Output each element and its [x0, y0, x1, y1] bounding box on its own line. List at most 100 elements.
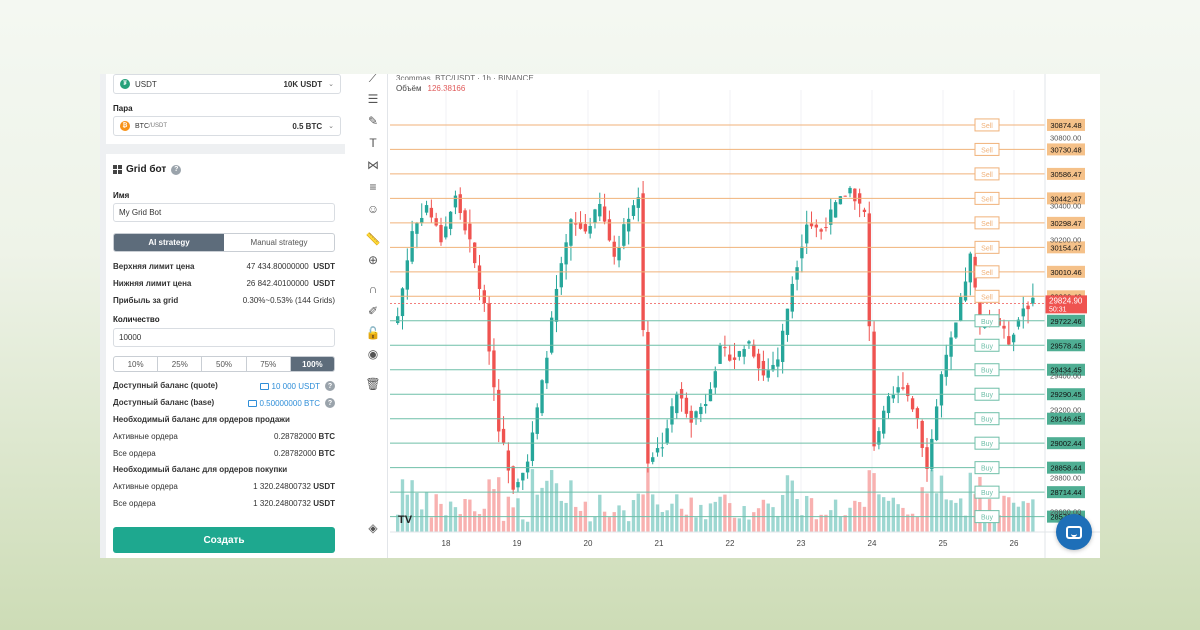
candle-body — [675, 393, 679, 414]
layers-icon[interactable]: ◈ — [368, 521, 378, 535]
candle-body — [925, 447, 929, 469]
volume-bar — [1002, 495, 1006, 532]
candle-body — [651, 457, 655, 462]
grid-bot-title: Grid бот — [126, 164, 167, 175]
candle-body — [872, 331, 876, 447]
candle-body — [415, 222, 419, 234]
buy-price-badge — [1047, 314, 1085, 327]
drawing-toolbar: ⟋ ☰ ✎ T ⋈ ≡ ☺ 📏 ⊕ ∩ ✐ 🔓 ◉ 🗑 ◈ — [358, 74, 388, 558]
fib-icon[interactable]: ≡ — [369, 180, 377, 194]
candle-body — [530, 432, 535, 462]
horizontal-lines-icon[interactable]: ☰ — [367, 92, 379, 106]
upper-limit-value: 47 434.80000000 — [246, 262, 309, 271]
emoji-icon[interactable]: ☺ — [366, 202, 380, 216]
lower-limit-label: Нижняя лимит цена — [113, 279, 192, 288]
zoom-in-icon[interactable]: ⊕ — [367, 253, 379, 267]
candle-body — [444, 226, 448, 238]
magnet-icon[interactable]: ∩ — [368, 282, 378, 296]
sell-price-badge — [1047, 118, 1085, 131]
avail-base-label: Доступный баланс (base) — [113, 398, 215, 407]
volume-bar — [679, 508, 684, 532]
volume-bar — [882, 497, 886, 532]
brush-icon[interactable]: ✎ — [367, 114, 379, 128]
avail-quote-value[interactable]: 10 000 USDT — [271, 381, 320, 391]
volume-bar — [694, 517, 698, 532]
candle-body — [766, 370, 770, 378]
percent-25-button[interactable]: 25% — [158, 357, 203, 371]
trend-line-icon[interactable]: ⟋ — [368, 74, 378, 85]
candle-body — [607, 219, 612, 241]
volume-bar — [574, 506, 578, 532]
volume-bar — [675, 494, 679, 532]
text-icon[interactable]: T — [369, 136, 377, 150]
percent-50-button[interactable]: 50% — [202, 357, 247, 371]
volume-bar — [795, 499, 799, 532]
sell-tag-label: Sell — [981, 123, 993, 130]
volume-bar — [954, 502, 958, 532]
buy-tag-label: Buy — [981, 319, 994, 326]
candle-body — [453, 195, 458, 208]
candle-body — [790, 283, 794, 312]
lock-icon[interactable]: 🔓 — [365, 326, 381, 340]
chart-canvas[interactable]: Sell 30874.48 Sell 30730.48 Sell 30586.47 Sell… — [390, 74, 1100, 558]
volume-bar — [689, 497, 693, 532]
percent-100-button[interactable]: 100% — [290, 357, 334, 371]
volume-bar — [607, 517, 612, 532]
help-icon[interactable]: ? — [325, 398, 335, 408]
candle-body — [867, 213, 871, 327]
time-tick-label: 23 — [797, 539, 806, 548]
help-icon[interactable]: ? — [171, 164, 182, 175]
bot-name-input[interactable]: My Grid Bot — [113, 203, 335, 222]
volume-bar — [997, 515, 1001, 532]
percent-10-button[interactable]: 10% — [114, 357, 159, 371]
buy-price-label: 29578.45 — [1050, 341, 1081, 350]
candle-body — [963, 281, 968, 301]
candle-body — [1011, 334, 1016, 343]
candle-body — [458, 194, 462, 214]
candle-body — [660, 447, 665, 449]
candle-body — [1016, 319, 1021, 327]
volume-bar — [809, 498, 814, 532]
candle-body — [410, 231, 414, 262]
candle-body — [833, 202, 838, 218]
sell-price-badge — [1047, 192, 1085, 205]
avail-quote-row: Доступный баланс (quote) 10 000 USDT? — [113, 381, 335, 391]
ruler-icon[interactable]: 📏 — [365, 232, 381, 246]
trash-icon[interactable]: 🗑 — [365, 377, 381, 391]
candle-body — [848, 187, 852, 194]
lower-limit-row: Нижняя лимит цена 26 842.40100000 USDT — [113, 279, 335, 288]
pencil-lock-icon[interactable]: ✐ — [367, 304, 379, 318]
pair-select[interactable]: ₿ BTC /USDT 0.5 BTC ⌄ — [113, 116, 341, 136]
eye-icon[interactable]: ◉ — [367, 347, 379, 361]
create-button[interactable]: Создать — [113, 527, 335, 553]
tab-ai-strategy[interactable]: AI strategy — [114, 234, 224, 251]
pattern-icon[interactable]: ⋈ — [367, 158, 379, 172]
pair-amount-value: 0.5 BTC — [292, 121, 323, 131]
candle-body — [983, 326, 987, 328]
sell-price-badge — [1047, 167, 1085, 180]
candle-body — [930, 438, 934, 470]
volume-bar — [771, 507, 775, 532]
avail-base-value[interactable]: 0.50000000 BTC — [259, 398, 321, 408]
quote-amount-select[interactable]: ₮ USDT 10K USDT ⌄ — [113, 74, 341, 94]
percent-75-button[interactable]: 75% — [247, 357, 291, 371]
time-tick-label: 21 — [655, 539, 664, 548]
tab-manual-strategy[interactable]: Manual strategy — [250, 238, 308, 247]
volume-bar — [1026, 502, 1030, 532]
price-chart[interactable]: 3commas, BTC/USDT · 1h · BINANCE Объём 12… — [390, 74, 1100, 558]
help-icon[interactable]: ? — [325, 381, 335, 391]
volume-bar — [626, 521, 631, 532]
volume-bar — [564, 502, 568, 532]
sell-price-badge — [1047, 216, 1085, 229]
volume-bar — [752, 512, 756, 532]
chat-support-button[interactable] — [1056, 514, 1092, 550]
buy-tag — [974, 510, 1000, 524]
grid-icon — [113, 165, 122, 174]
candle-body — [569, 219, 573, 246]
candle-body — [896, 387, 900, 393]
candle-body — [521, 472, 525, 481]
quantity-input[interactable]: 10000 — [113, 328, 335, 347]
sell-all-row: Все ордера 0.28782000 BTC — [113, 449, 335, 458]
upper-limit-unit: USDT — [313, 262, 335, 271]
percent-selector: 10% 25% 50% 75% 100% — [113, 356, 335, 372]
